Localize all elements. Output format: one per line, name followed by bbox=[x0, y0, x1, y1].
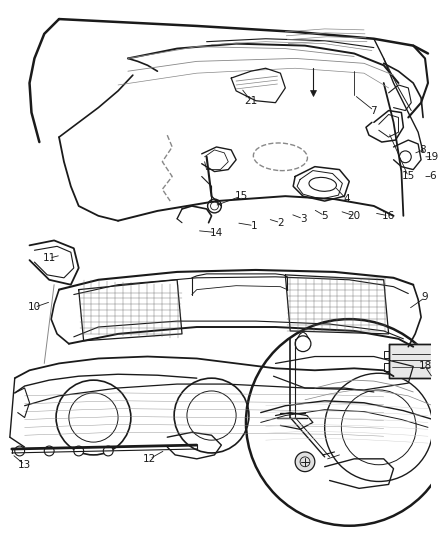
Polygon shape bbox=[389, 344, 433, 378]
Text: 20: 20 bbox=[348, 211, 361, 221]
Text: 14: 14 bbox=[210, 228, 223, 238]
Circle shape bbox=[103, 446, 113, 456]
Text: 11: 11 bbox=[42, 253, 56, 263]
Text: 9: 9 bbox=[422, 293, 428, 303]
Text: 21: 21 bbox=[244, 96, 258, 106]
Text: 4: 4 bbox=[343, 194, 350, 204]
Circle shape bbox=[74, 446, 84, 456]
Text: 16: 16 bbox=[382, 211, 395, 221]
Text: 7: 7 bbox=[371, 106, 377, 116]
Text: 8: 8 bbox=[420, 145, 426, 155]
Circle shape bbox=[44, 446, 54, 456]
Text: 1: 1 bbox=[251, 221, 257, 231]
Text: 19: 19 bbox=[426, 152, 438, 162]
Text: 5: 5 bbox=[321, 211, 328, 221]
Text: 10: 10 bbox=[28, 302, 41, 312]
Text: 13: 13 bbox=[18, 460, 31, 470]
Text: 15: 15 bbox=[402, 172, 415, 181]
Text: 15: 15 bbox=[234, 191, 247, 201]
Circle shape bbox=[15, 446, 25, 456]
Text: 3: 3 bbox=[300, 214, 306, 224]
Text: 2: 2 bbox=[277, 217, 284, 228]
Text: 12: 12 bbox=[143, 454, 156, 464]
Circle shape bbox=[295, 452, 315, 472]
Text: 18: 18 bbox=[418, 361, 432, 372]
Text: 6: 6 bbox=[430, 172, 436, 181]
